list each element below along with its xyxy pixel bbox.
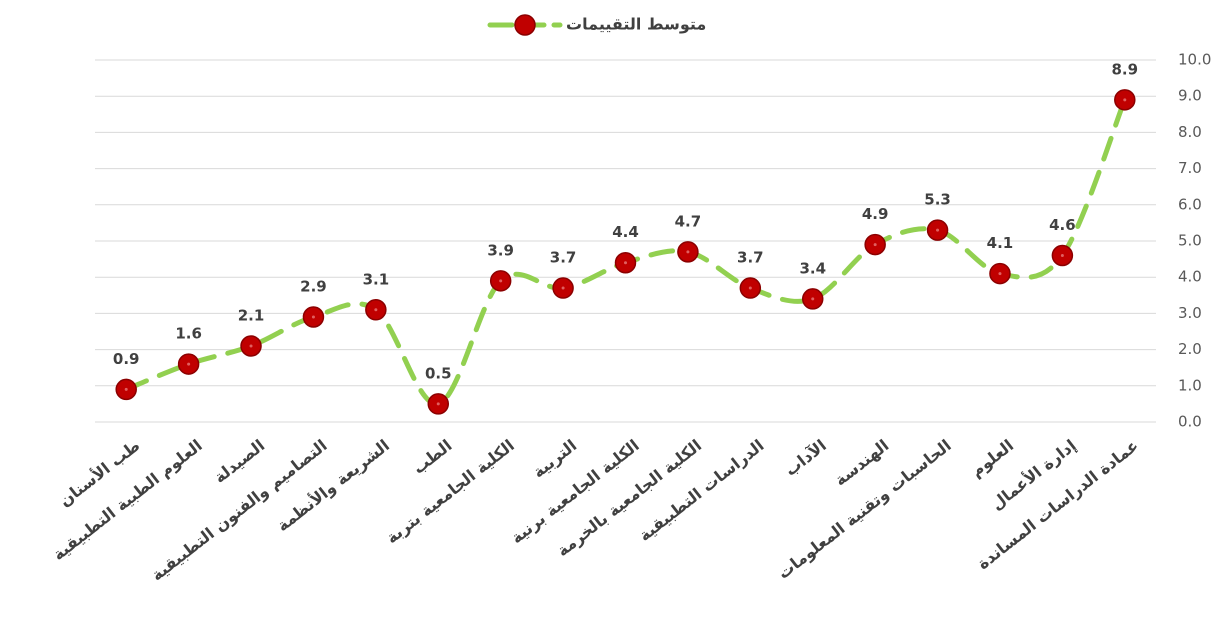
data-label: 3.4 (799, 259, 826, 277)
series-line (123, 97, 1128, 407)
data-label: 4.7 (675, 212, 702, 230)
marker-dot (436, 402, 440, 406)
marker-dot (499, 279, 503, 283)
marker-dot (624, 261, 627, 265)
y-tick-label: 4.0 (1178, 268, 1202, 286)
y-tick-label: 1.0 (1178, 376, 1202, 394)
y-tick-label: 10.0 (1178, 51, 1211, 69)
y-tick-label: 2.0 (1178, 340, 1202, 358)
marker-dot (187, 362, 191, 366)
x-tick-label: التربية (529, 436, 580, 482)
marker-dot (1060, 253, 1064, 257)
legend-marker (514, 14, 536, 36)
marker-dot (748, 286, 752, 290)
marker-dot (686, 250, 690, 254)
x-tick-label: الصيدلة (210, 436, 268, 487)
y-tick-label: 3.0 (1178, 304, 1202, 322)
x-tick-label: الطب (409, 436, 455, 478)
y-tick-label: 7.0 (1178, 159, 1202, 177)
y-tick-label: 8.0 (1178, 123, 1202, 141)
data-label: 4.9 (862, 205, 889, 223)
data-label: 5.3 (924, 191, 951, 209)
data-label: 8.9 (1112, 60, 1139, 78)
y-tick-label: 6.0 (1178, 195, 1202, 213)
marker-dot (561, 286, 565, 290)
marker-dot (124, 387, 128, 391)
data-label: 4.1 (987, 234, 1014, 252)
data-label: 3.9 (487, 241, 514, 259)
marker-dot (998, 272, 1002, 276)
data-label: 4.4 (612, 223, 639, 241)
y-tick-label: 9.0 (1178, 87, 1202, 105)
data-label: 4.6 (1049, 216, 1076, 234)
x-tick-label: الشريعة والأنظمة (273, 436, 393, 536)
data-label: 2.9 (300, 278, 327, 296)
data-label: 3.7 (737, 249, 764, 267)
legend-label: متوسط التقييمات (566, 15, 706, 34)
data-label: 3.1 (363, 270, 390, 288)
data-label: 0.9 (113, 350, 140, 368)
data-label: 1.6 (175, 325, 202, 343)
y-tick-label: 5.0 (1178, 232, 1202, 250)
x-tick-label: العلوم (967, 436, 1017, 481)
data-label: 0.5 (425, 364, 452, 382)
marker-dot (873, 243, 877, 247)
marker-dot (811, 297, 815, 301)
x-tick-label: الآداب (781, 436, 830, 480)
data-label: 2.1 (238, 306, 265, 324)
data-label: 3.7 (550, 249, 577, 267)
marker-dot (374, 308, 378, 312)
marker-dot (936, 228, 940, 232)
marker-dot (311, 315, 315, 319)
marker-dot (249, 344, 253, 348)
y-tick-label: 0.0 (1178, 413, 1202, 431)
marker-dot (1123, 98, 1127, 102)
